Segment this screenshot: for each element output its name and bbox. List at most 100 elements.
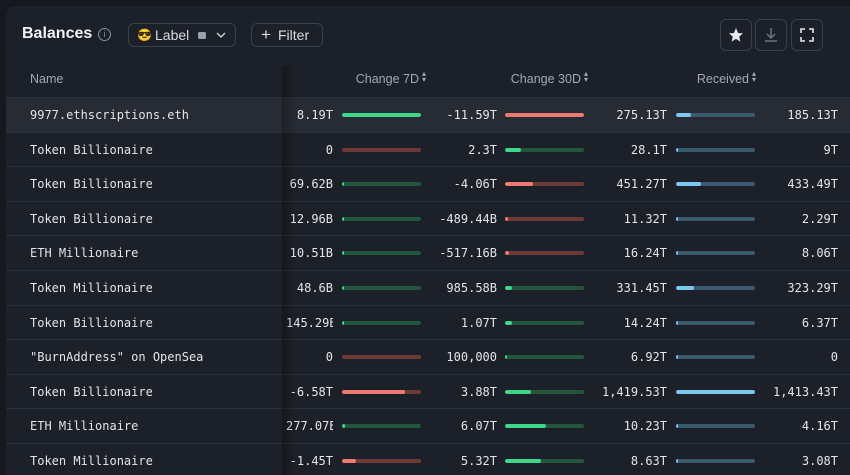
value-cell: -517.16B xyxy=(439,246,497,261)
filter-button[interactable]: + Filter xyxy=(251,23,323,47)
panel-title: Balances xyxy=(22,25,93,42)
bar-track xyxy=(505,251,584,256)
value-cell: 6.92T xyxy=(630,350,667,365)
bar xyxy=(676,286,695,290)
bar-track xyxy=(505,147,584,152)
value-cell: 48.6B xyxy=(296,281,333,295)
value-cell: 1,419.53T xyxy=(601,384,667,399)
info-icon[interactable]: i xyxy=(98,28,111,41)
value-cell: 0 xyxy=(325,142,333,157)
name-cell: "BurnAddress" on OpenSea xyxy=(30,350,204,365)
bar-track xyxy=(676,286,755,290)
bar xyxy=(505,389,532,394)
bar xyxy=(676,182,702,187)
bar xyxy=(505,251,509,256)
bar xyxy=(676,424,678,429)
balances-panel: Balances i 😎 Label + Filter Name Change 7… xyxy=(6,6,850,475)
value-cell: 10.51B xyxy=(289,246,333,261)
bar-track xyxy=(505,320,584,325)
table-row[interactable]: Token Billionaire 12.96B -489.44B 11.32T 2.2… xyxy=(6,200,850,236)
value-cell: 10.23T xyxy=(623,419,667,434)
bar-track xyxy=(342,389,421,394)
bar-track xyxy=(676,320,755,325)
column-header-text[interactable]: Change 30D xyxy=(510,72,581,86)
value-cell: 3.88T xyxy=(460,384,497,399)
fullscreen-button[interactable] xyxy=(791,19,823,51)
value-cell: 1.07T xyxy=(460,315,497,330)
table-row[interactable]: Token Millionaire -1.45T 5.32T 8.63T 3.08T xyxy=(6,443,850,475)
column-header-text[interactable]: Received xyxy=(696,72,749,86)
value-cell: 433.49T xyxy=(787,177,838,192)
bar-track xyxy=(505,286,584,290)
bar xyxy=(505,320,513,325)
star-button[interactable] xyxy=(720,19,752,51)
value-cell: 6.37T xyxy=(801,315,838,330)
value-cell: 14.24T xyxy=(623,315,667,330)
value-cell: 2.3T xyxy=(468,142,497,157)
table-row[interactable]: Token Billionaire 69.62B -4.06T 451.27T 433.… xyxy=(6,166,850,201)
column-header-text[interactable]: Change 7D xyxy=(355,72,419,86)
bar-track xyxy=(505,459,584,463)
bar xyxy=(676,459,678,463)
value-cell: 275.13T xyxy=(616,108,667,122)
bar xyxy=(342,389,406,394)
table-row[interactable]: ETH Millionaire 277.07B 6.07T 10.23T 4.16T xyxy=(6,408,850,443)
name-cell: ETH Millionaire xyxy=(30,246,139,261)
column-header-text[interactable]: Name xyxy=(30,72,64,86)
bar xyxy=(676,147,678,152)
value-cell: 1,413.43T xyxy=(772,384,838,399)
value-cell: 323.29T xyxy=(787,281,838,295)
bar xyxy=(505,286,512,290)
value-cell: 451.27T xyxy=(616,177,667,192)
bar xyxy=(342,216,344,221)
bar xyxy=(505,459,542,463)
bar-track xyxy=(505,216,584,221)
value-cell: -1.45T xyxy=(289,454,333,468)
value-cell: 2.29T xyxy=(801,211,838,226)
table-row[interactable]: Token Millionaire 48.6B 985.58B 331.45T 323.… xyxy=(6,270,850,305)
bar xyxy=(505,424,547,429)
column-header: Name xyxy=(30,69,63,89)
bar-track xyxy=(676,216,755,221)
emoji-icon: 😎 xyxy=(137,28,152,42)
bar-track xyxy=(342,182,421,187)
table-row[interactable]: Token Billionaire 0 2.3T 28.1T 9T xyxy=(6,131,850,167)
value-cell: -6.58T xyxy=(289,384,333,399)
bar xyxy=(342,182,344,187)
bar xyxy=(342,459,356,463)
bar xyxy=(342,251,344,256)
table-row[interactable]: Token Billionaire 145.29B 1.07T 14.24T 6.37T xyxy=(6,304,850,340)
value-cell: 8.19T xyxy=(296,108,333,122)
name-cell: Token Billionaire xyxy=(30,315,153,330)
bar-track xyxy=(342,147,421,152)
sort-icon[interactable]: ▴ ▾ xyxy=(583,69,588,84)
bar-track xyxy=(342,113,421,117)
table-row[interactable]: 9977.ethscriptions.eth 8.19T -11.59T 275.13… xyxy=(6,97,850,132)
bar xyxy=(505,355,507,360)
bar-track xyxy=(505,389,584,394)
label-button[interactable]: 😎 Label xyxy=(128,23,236,47)
column-header: Received ▴ ▾ xyxy=(697,69,756,89)
value-cell: 5.32T xyxy=(460,454,497,468)
bar xyxy=(676,216,678,221)
bar xyxy=(505,216,509,221)
table-row[interactable]: "BurnAddress" on OpenSea 0 100,000 6.92T 0 xyxy=(6,339,850,374)
sort-icon[interactable]: ▴ ▾ xyxy=(421,69,426,84)
value-cell: 8.06T xyxy=(801,246,838,261)
value-cell: -11.59T xyxy=(446,108,497,122)
bar-track xyxy=(505,355,584,360)
table-row[interactable]: Token Billionaire -6.58T 3.88T 1,419.53T 1,4… xyxy=(6,373,850,409)
name-cell: ETH Millionaire xyxy=(30,419,139,434)
bar xyxy=(505,113,584,117)
value-cell: 12.96B xyxy=(289,211,333,226)
value-cell: 11.32T xyxy=(623,211,667,226)
value-cell: 4.16T xyxy=(801,419,838,434)
bar-track xyxy=(342,320,421,325)
bar xyxy=(676,389,755,394)
download-button[interactable] xyxy=(755,19,787,51)
name-cell: 9977.ethscriptions.eth xyxy=(30,108,189,122)
column-header: Change 7D ▴ ▾ xyxy=(356,69,426,89)
bar xyxy=(505,182,533,187)
table-row[interactable]: ETH Millionaire 10.51B -517.16B 16.24T 8.06T xyxy=(6,235,850,270)
sort-icon[interactable]: ▴ ▾ xyxy=(751,69,756,84)
